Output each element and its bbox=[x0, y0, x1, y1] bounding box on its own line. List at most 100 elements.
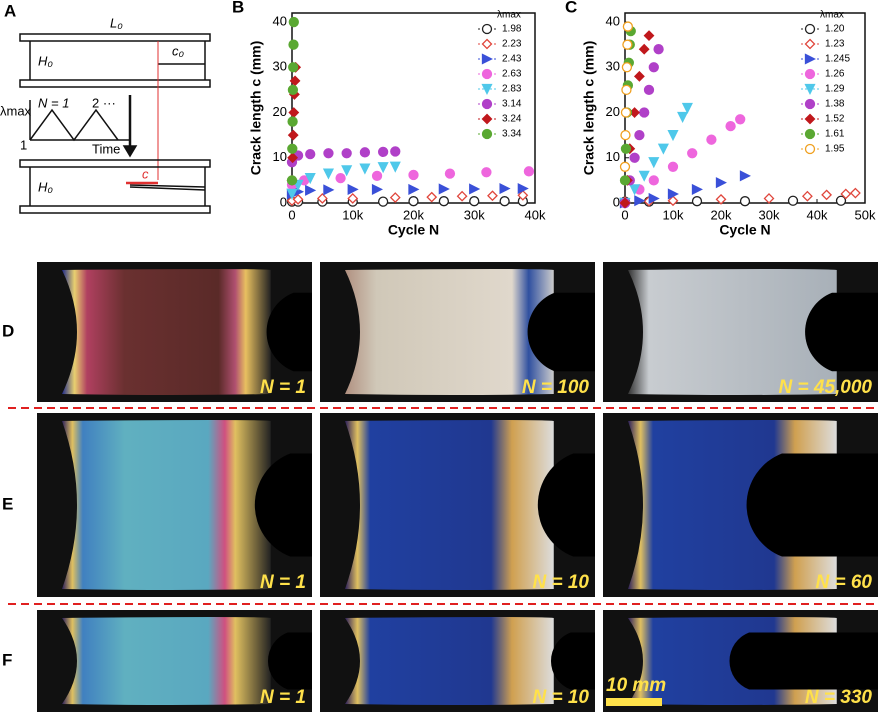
marker bbox=[347, 193, 359, 204]
x-tick-label: 20k bbox=[711, 207, 732, 222]
label: A bbox=[4, 1, 16, 20]
label: Time bbox=[92, 141, 120, 156]
marker bbox=[288, 39, 299, 50]
marker bbox=[639, 107, 650, 118]
x-tick-label: 40k bbox=[525, 207, 546, 222]
label: D bbox=[2, 321, 14, 340]
sample bbox=[62, 269, 271, 395]
marker bbox=[840, 188, 852, 200]
marker bbox=[849, 187, 861, 199]
label: N = 1 bbox=[260, 572, 306, 593]
marker bbox=[667, 161, 679, 172]
marker bbox=[619, 175, 631, 186]
label: B bbox=[232, 0, 244, 16]
legend-marker bbox=[481, 83, 493, 95]
label: N = 45,000 bbox=[779, 377, 873, 398]
y-tick-label: 40 bbox=[273, 13, 287, 28]
label: N = 100 bbox=[522, 377, 590, 398]
label: N = 1 bbox=[260, 377, 306, 398]
label: H₀ bbox=[38, 179, 53, 194]
legend-label: 1.52 bbox=[825, 114, 845, 125]
legend-marker bbox=[804, 98, 816, 110]
marker bbox=[288, 62, 299, 73]
marker bbox=[377, 162, 389, 174]
legend-label: 3.14 bbox=[502, 99, 522, 110]
marker bbox=[341, 148, 352, 159]
legend-marker bbox=[804, 53, 816, 65]
series bbox=[619, 102, 693, 209]
legend-label: 3.34 bbox=[502, 129, 522, 140]
legend-marker bbox=[804, 38, 816, 50]
marker bbox=[517, 182, 529, 195]
label: N = 1 bbox=[38, 95, 69, 110]
y-axis-label: Crack length c (mm) bbox=[248, 41, 264, 176]
legend-title: λmax bbox=[820, 10, 844, 21]
x-tick-label: 0 bbox=[621, 207, 628, 222]
crack-tip bbox=[527, 292, 595, 372]
marker bbox=[499, 182, 511, 195]
crack-tip bbox=[550, 632, 595, 690]
label: N = 330 bbox=[805, 687, 873, 708]
marker bbox=[648, 175, 659, 186]
marker bbox=[667, 188, 679, 200]
marker bbox=[287, 143, 298, 154]
marker bbox=[316, 193, 328, 204]
marker bbox=[487, 190, 498, 202]
photo-grid bbox=[37, 262, 878, 712]
marker bbox=[667, 129, 679, 142]
marker bbox=[341, 165, 353, 177]
marker bbox=[648, 62, 659, 73]
scale-bar bbox=[606, 698, 662, 706]
marker bbox=[305, 184, 317, 196]
legend-label: 1.245 bbox=[825, 54, 850, 65]
x-tick-label: 30k bbox=[759, 207, 780, 222]
marker bbox=[456, 190, 468, 202]
legend-marker bbox=[804, 23, 816, 35]
x-tick-label: 10k bbox=[342, 207, 363, 222]
legend-label: 1.26 bbox=[825, 69, 845, 80]
legend-label: 3.24 bbox=[502, 114, 522, 125]
marker bbox=[715, 193, 727, 205]
marker bbox=[287, 152, 299, 164]
label: N = 60 bbox=[815, 572, 872, 593]
x-tick-label: 40k bbox=[807, 207, 828, 222]
crack-tip bbox=[266, 292, 312, 372]
marker bbox=[681, 102, 693, 114]
legend-marker bbox=[804, 113, 816, 125]
marker bbox=[444, 168, 456, 179]
marker bbox=[347, 183, 359, 195]
series bbox=[286, 161, 401, 200]
sample bbox=[345, 420, 554, 590]
marker bbox=[620, 129, 631, 141]
marker bbox=[377, 146, 389, 158]
x-tick-label: 0 bbox=[288, 207, 295, 222]
x-tick-label: 20k bbox=[403, 207, 424, 222]
marker bbox=[634, 129, 645, 141]
label: N = 10 bbox=[532, 687, 589, 708]
sample bbox=[62, 420, 271, 590]
marker bbox=[620, 143, 632, 154]
crack-tip bbox=[746, 453, 878, 557]
legend-title: λmax bbox=[497, 10, 521, 21]
marker bbox=[653, 44, 664, 55]
marker bbox=[621, 84, 632, 96]
legend-marker bbox=[481, 38, 493, 50]
marker bbox=[629, 152, 640, 163]
marker bbox=[739, 170, 751, 182]
x-axis-label: Cycle N bbox=[388, 222, 439, 238]
marker bbox=[667, 195, 679, 207]
crack-tip bbox=[267, 632, 312, 690]
marker bbox=[287, 116, 298, 127]
marker bbox=[715, 177, 727, 189]
legend-marker bbox=[481, 98, 493, 110]
legend-marker bbox=[481, 23, 493, 35]
marker bbox=[821, 189, 833, 201]
marker bbox=[499, 196, 510, 207]
legend-label: 1.23 bbox=[825, 39, 845, 50]
marker bbox=[620, 107, 632, 118]
sample bbox=[345, 617, 554, 705]
marker bbox=[835, 195, 847, 206]
crack-tip bbox=[805, 292, 878, 372]
marker bbox=[677, 111, 689, 124]
